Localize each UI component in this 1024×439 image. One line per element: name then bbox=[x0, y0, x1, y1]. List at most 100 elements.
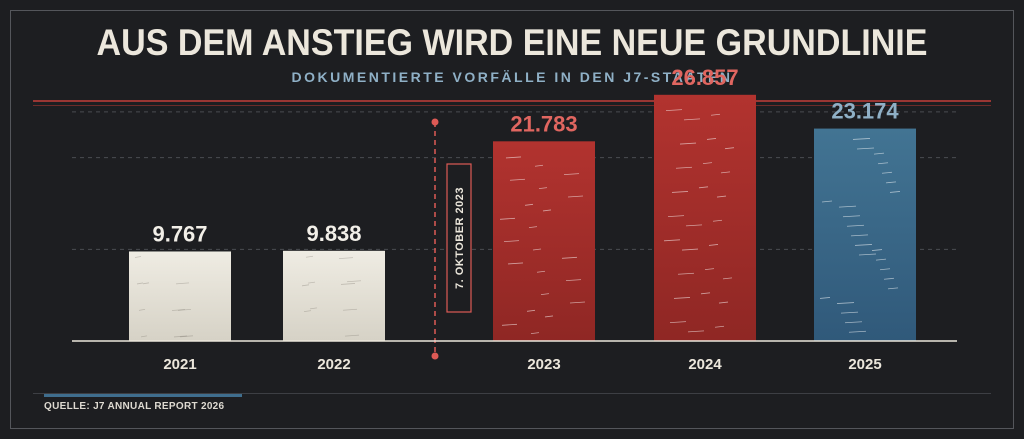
bar-texture-mark bbox=[179, 335, 194, 338]
bar-texture-mark bbox=[544, 315, 554, 318]
bar-texture-mark bbox=[836, 302, 855, 304]
bar-texture-mark bbox=[309, 307, 318, 310]
bar-2024 bbox=[654, 94, 756, 341]
bar-texture-mark bbox=[501, 323, 518, 326]
value-label-2025: 23.174 bbox=[831, 99, 899, 124]
source-accent-bar bbox=[44, 394, 242, 397]
bar-texture-mark bbox=[848, 330, 867, 333]
bar-texture-mark bbox=[534, 164, 544, 167]
bar-texture-mark bbox=[881, 171, 893, 174]
value-label-2023: 21.783 bbox=[510, 111, 577, 136]
bar-texture-mark bbox=[712, 219, 723, 222]
bar-texture-mark bbox=[134, 256, 142, 258]
bar-texture-mark bbox=[305, 255, 314, 258]
bar-texture-mark bbox=[173, 335, 188, 338]
bar-texture-mark bbox=[716, 195, 727, 198]
chart-subtitle: DOKUMENTIERTE VORFÄLLE IN DEN J7-STAATEN bbox=[291, 69, 733, 85]
bar-texture-mark bbox=[708, 244, 719, 246]
bar-texture-mark bbox=[885, 181, 897, 184]
bar-texture-mark bbox=[344, 334, 360, 337]
bar-texture-mark bbox=[673, 297, 691, 299]
bar-texture-mark bbox=[663, 239, 681, 242]
bar-texture-mark bbox=[530, 332, 540, 335]
bar-texture-mark bbox=[528, 226, 538, 229]
bar-texture-mark bbox=[542, 209, 552, 212]
bar-texture-mark bbox=[561, 256, 578, 259]
bar-texture-mark bbox=[883, 277, 895, 280]
chart-title: AUS DEM ANSTIEG WIRD EINE NEUE GRUNDLINI… bbox=[96, 22, 928, 63]
bar-texture-mark bbox=[720, 171, 731, 174]
bar-texture-mark bbox=[540, 293, 550, 296]
bar-texture-mark bbox=[687, 330, 705, 333]
header-divider bbox=[33, 100, 991, 102]
x-tick-2025: 2025 bbox=[848, 356, 881, 373]
bar-texture-mark bbox=[877, 162, 889, 165]
source-note: QUELLE: J7 ANNUAL REPORT 2026 bbox=[44, 401, 225, 412]
bar-texture-mark bbox=[340, 283, 356, 285]
bar-texture-mark bbox=[524, 203, 534, 206]
bar-texture-mark bbox=[175, 282, 190, 285]
bar-texture-mark bbox=[722, 277, 733, 280]
bar-texture-mark bbox=[536, 270, 546, 273]
bar-texture-mark bbox=[821, 200, 833, 203]
bar-texture-mark bbox=[819, 297, 831, 299]
bar-texture-mark bbox=[846, 224, 865, 227]
bar-texture-mark bbox=[142, 282, 150, 285]
bar-texture-mark bbox=[503, 240, 520, 243]
bar-texture-mark bbox=[842, 215, 861, 218]
bar-texture-mark bbox=[889, 191, 901, 193]
bar-texture-mark bbox=[671, 191, 689, 193]
value-label-2021: 9.767 bbox=[152, 221, 207, 246]
bar-2021 bbox=[129, 251, 231, 341]
x-tick-2023: 2023 bbox=[527, 356, 560, 373]
x-tick-2022: 2022 bbox=[317, 356, 350, 373]
bar-texture-mark bbox=[565, 279, 582, 282]
bar-texture-mark bbox=[854, 244, 873, 246]
bar-texture-mark bbox=[873, 152, 885, 155]
bar-texture-mark bbox=[665, 109, 683, 112]
bar-texture-mark bbox=[303, 310, 312, 313]
bar-texture-mark bbox=[669, 321, 687, 324]
bar-texture-mark bbox=[840, 311, 859, 314]
bar-texture-mark bbox=[887, 287, 899, 290]
bar-texture-mark bbox=[875, 258, 887, 261]
bar-texture-mark bbox=[714, 325, 725, 328]
bar-texture-mark bbox=[852, 138, 871, 140]
bar-texture-mark bbox=[856, 147, 875, 150]
bar-texture-mark bbox=[567, 195, 584, 198]
event-marker-dot-bottom bbox=[431, 352, 439, 360]
bar-texture-mark bbox=[342, 308, 358, 311]
event-label-box bbox=[446, 163, 472, 313]
bar-texture-mark bbox=[171, 309, 186, 311]
bar-texture-mark bbox=[563, 173, 580, 176]
bar-texture-mark bbox=[700, 292, 711, 295]
footer-divider bbox=[33, 393, 991, 394]
bar-texture-mark bbox=[538, 187, 548, 190]
bar-texture-mark bbox=[569, 301, 586, 304]
bar-texture-mark bbox=[710, 113, 721, 116]
bar-texture-mark bbox=[136, 282, 144, 285]
bar-texture-mark bbox=[177, 308, 192, 311]
event-marker-dot-top bbox=[431, 118, 439, 126]
bar-texture-mark bbox=[507, 262, 524, 265]
bar-texture-mark bbox=[526, 309, 536, 312]
frame-border bbox=[10, 10, 1014, 429]
bar-texture-mark bbox=[667, 215, 685, 218]
bar-texture-mark bbox=[704, 268, 715, 271]
x-tick-2021: 2021 bbox=[163, 356, 196, 373]
bar-texture-mark bbox=[706, 138, 717, 140]
bar-texture-mark bbox=[858, 253, 877, 256]
bar-texture-mark bbox=[138, 309, 146, 311]
bar-texture-mark bbox=[338, 257, 354, 260]
bar-texture-mark bbox=[844, 321, 863, 324]
bar-texture-mark bbox=[679, 142, 697, 145]
bar-texture-mark bbox=[677, 272, 695, 275]
bar-texture-mark bbox=[718, 301, 729, 304]
bar-texture-mark bbox=[140, 335, 148, 338]
bar-texture-mark bbox=[698, 186, 709, 189]
bar-texture-mark bbox=[675, 166, 693, 169]
bar-texture-mark bbox=[683, 118, 701, 121]
bar-texture-mark bbox=[681, 248, 699, 251]
